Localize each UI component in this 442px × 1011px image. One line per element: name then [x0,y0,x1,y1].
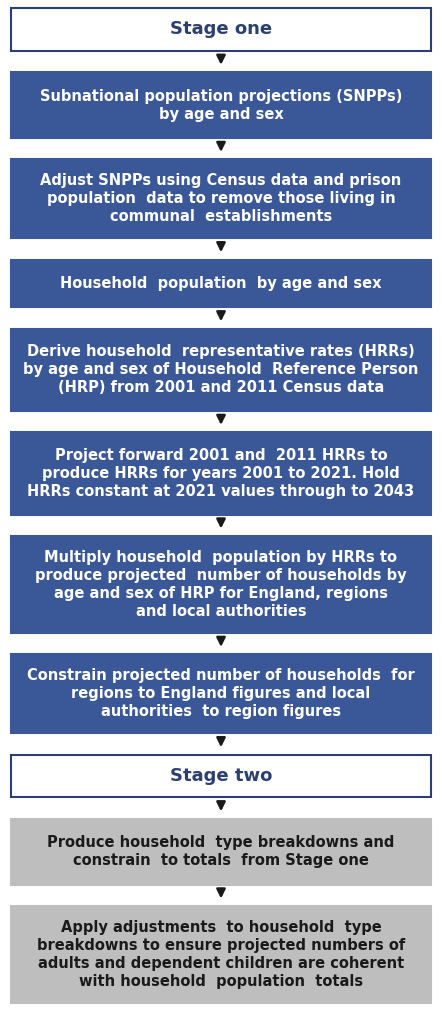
FancyBboxPatch shape [11,906,431,1003]
FancyBboxPatch shape [11,819,431,885]
FancyBboxPatch shape [11,72,431,137]
FancyBboxPatch shape [11,433,431,515]
FancyBboxPatch shape [11,8,431,51]
Text: Project forward 2001 and  2011 HRRs to
produce HRRs for years 2001 to 2021. Hold: Project forward 2001 and 2011 HRRs to pr… [27,448,415,499]
Text: Multiply household  population by HRRs to
produce projected  number of household: Multiply household population by HRRs to… [35,550,407,619]
Text: Stage one: Stage one [170,20,272,38]
Text: Derive household  representative rates (HRRs)
by age and sex of Household  Refer: Derive household representative rates (H… [23,345,419,395]
Text: Adjust SNPPs using Census data and prison
population  data to remove those livin: Adjust SNPPs using Census data and priso… [40,173,402,224]
Text: Stage two: Stage two [170,767,272,785]
FancyBboxPatch shape [11,754,431,798]
FancyBboxPatch shape [11,536,431,633]
Text: Household  population  by age and sex: Household population by age and sex [60,276,382,291]
Text: Produce household  type breakdowns and
constrain  to totals  from Stage one: Produce household type breakdowns and co… [47,835,395,868]
FancyBboxPatch shape [11,329,431,410]
Text: Constrain projected number of households  for
regions to England figures and loc: Constrain projected number of households… [27,668,415,719]
FancyBboxPatch shape [11,260,431,307]
Text: Apply adjustments  to household  type
breakdowns to ensure projected numbers of
: Apply adjustments to household type brea… [37,920,405,989]
Text: Subnational population projections (SNPPs)
by age and sex: Subnational population projections (SNPP… [40,89,402,121]
FancyBboxPatch shape [11,160,431,239]
FancyBboxPatch shape [11,654,431,733]
